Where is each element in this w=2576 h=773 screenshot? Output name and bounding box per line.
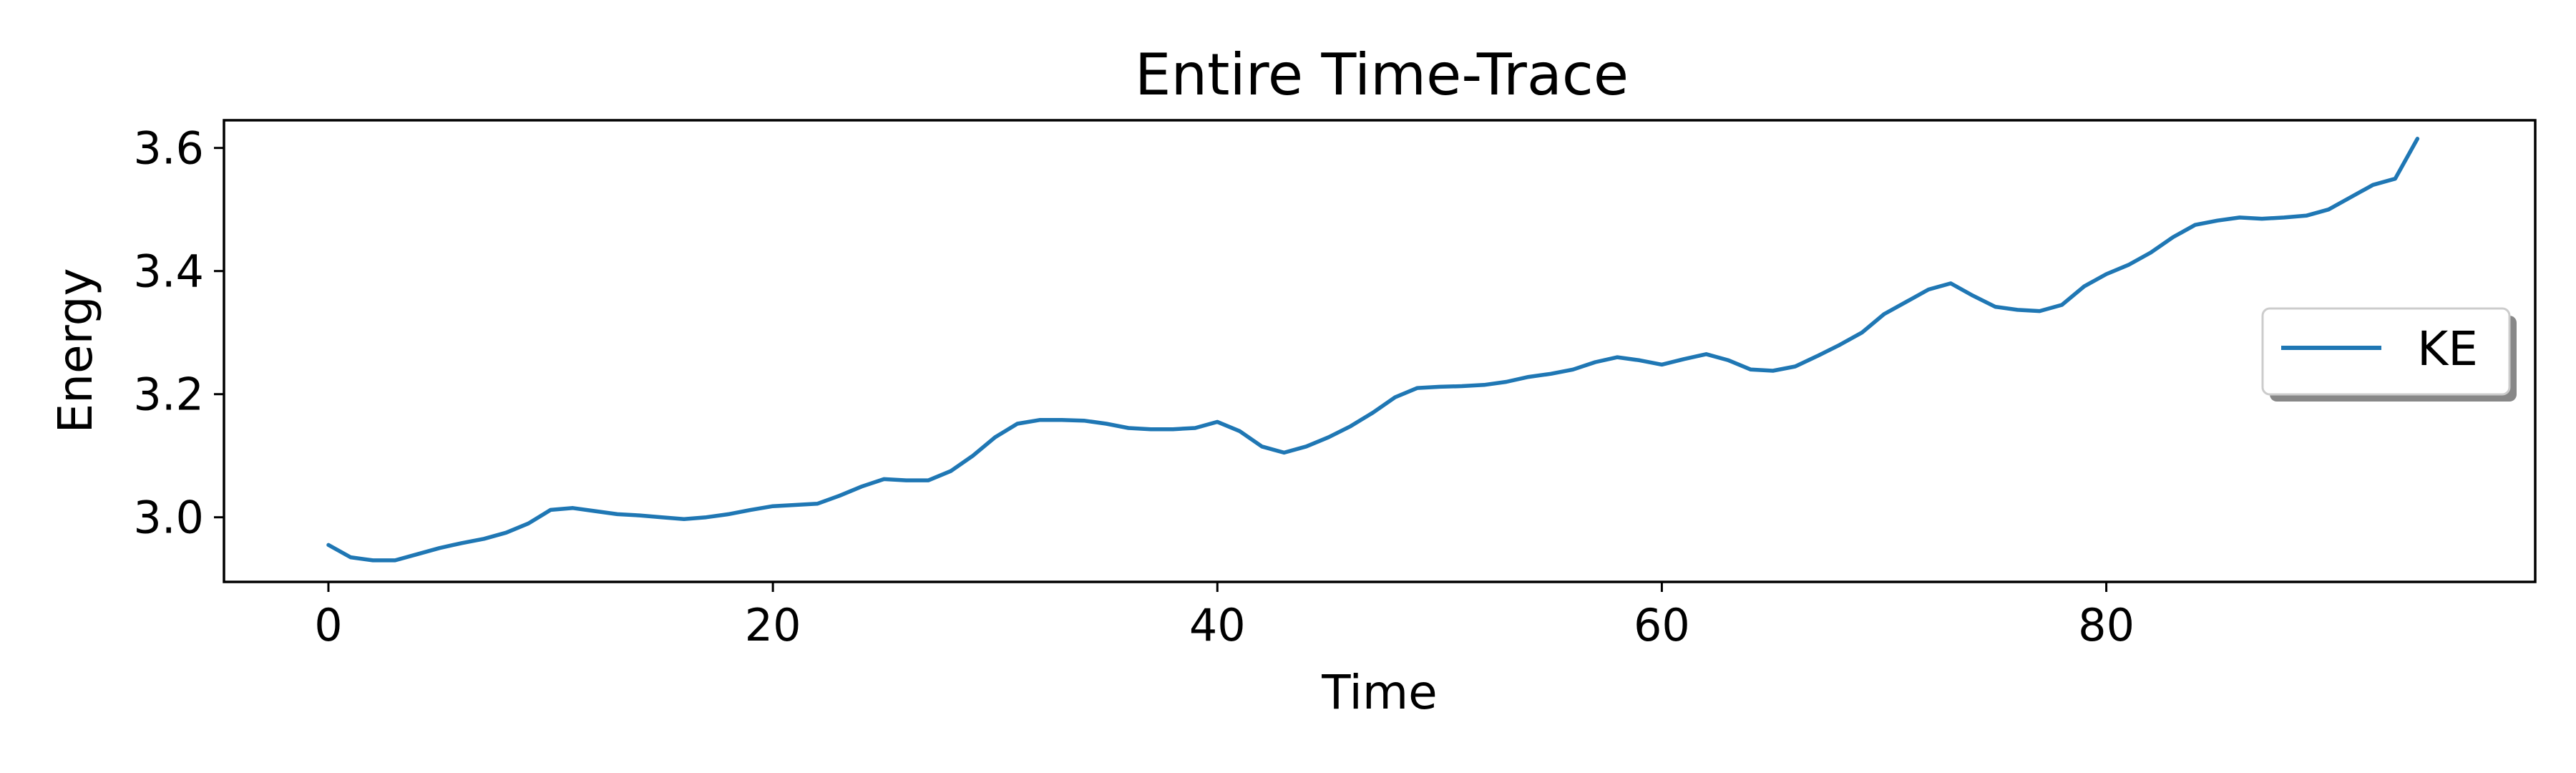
series-line-ke <box>326 137 2420 563</box>
chart-title: Entire Time-Trace <box>1135 42 1629 108</box>
y-tick-label: 3.0 <box>133 492 204 544</box>
x-tick-label: 60 <box>1634 599 1690 651</box>
x-tick-label: 80 <box>2078 599 2135 651</box>
y-axis-label: Energy <box>48 268 103 433</box>
x-tick-label: 20 <box>745 599 801 651</box>
y-tick-label: 3.4 <box>133 245 204 298</box>
plot-frame <box>223 119 2537 583</box>
x-tick-label: 0 <box>314 599 342 651</box>
legend-label-ke: KE <box>2417 321 2478 376</box>
x-tick-label: 40 <box>1189 599 1246 651</box>
y-tick-label: 3.6 <box>133 122 204 175</box>
x-axis-ticks: 0 20 40 60 80 <box>314 582 2135 651</box>
y-axis-ticks: 3.0 3.2 3.4 3.6 <box>133 122 224 544</box>
series-layer <box>326 137 2420 563</box>
legend: KE <box>2261 307 2517 402</box>
plot-area <box>223 119 2537 583</box>
x-axis-label: Time <box>1321 665 1438 720</box>
y-tick-label: 3.2 <box>133 369 204 421</box>
legend-frame <box>2261 307 2511 396</box>
